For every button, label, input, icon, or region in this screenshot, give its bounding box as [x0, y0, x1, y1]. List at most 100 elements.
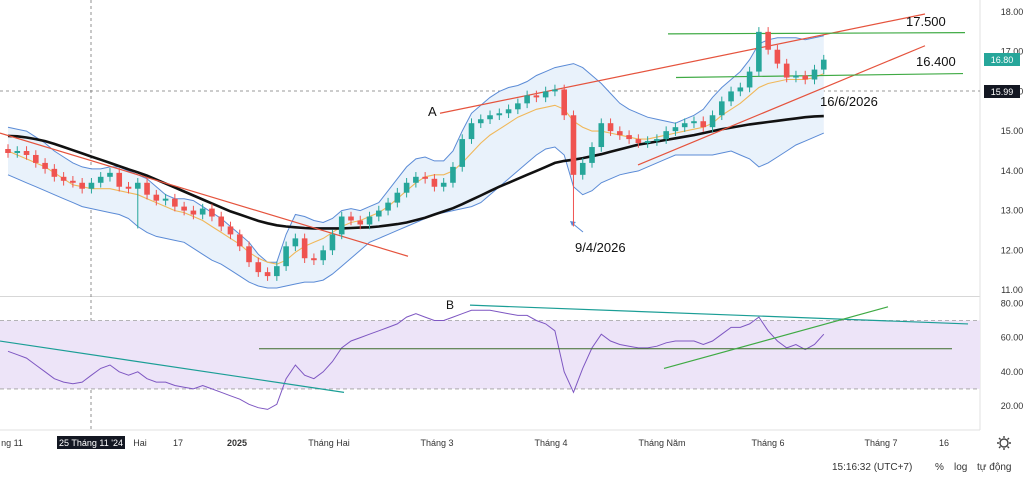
candle-body — [561, 89, 567, 116]
rsi-line — [7, 309, 825, 410]
candle-body — [756, 31, 762, 72]
candle — [236, 229, 243, 252]
candle — [765, 27, 771, 55]
time-tick-label: Tháng 4 — [534, 438, 567, 448]
candle — [23, 146, 30, 160]
time-tick-label: ng 11 — [1, 438, 23, 448]
candle-body — [802, 75, 809, 80]
percent-scale-toggle[interactable]: % — [935, 462, 944, 473]
candle — [190, 205, 197, 220]
candle — [33, 150, 39, 168]
candle-body — [14, 151, 21, 153]
candle — [162, 193, 169, 206]
candle — [70, 176, 76, 188]
candle-body — [515, 103, 521, 110]
candle — [357, 215, 364, 230]
candle — [552, 84, 558, 97]
candle — [654, 134, 660, 146]
candle-body — [385, 202, 391, 211]
resistance-label: 17.500 — [906, 14, 946, 29]
channel-label-b: B — [446, 298, 454, 312]
candle-body — [681, 123, 688, 128]
candle-body — [403, 182, 410, 193]
candle — [718, 96, 725, 121]
time-tick-label: Tháng Hai — [308, 438, 350, 448]
time-tick-label: Tháng 7 — [864, 438, 897, 448]
panel-divider — [0, 296, 980, 297]
candle — [756, 27, 762, 77]
candle-body — [663, 131, 669, 140]
candle — [644, 136, 651, 148]
candle-body — [783, 63, 790, 78]
candle-body — [236, 234, 243, 247]
candle — [403, 178, 410, 198]
time-tick-label: 2025 — [227, 438, 247, 448]
candle — [542, 86, 549, 103]
candle-body — [477, 119, 484, 124]
support-label: 16.400 — [916, 54, 956, 69]
candle-body — [33, 154, 39, 163]
candle — [579, 158, 586, 180]
candle-body — [654, 139, 660, 142]
candle — [199, 203, 206, 220]
resistance-line — [667, 32, 966, 35]
candle-body — [552, 89, 558, 92]
candle-body — [79, 182, 85, 189]
candle — [413, 172, 419, 188]
candle — [793, 70, 799, 83]
crosshair-price-tag — [984, 85, 1020, 98]
candle-body — [348, 216, 354, 221]
candle-body — [190, 210, 197, 215]
gear-icon[interactable] — [997, 436, 1011, 450]
candle — [274, 261, 280, 281]
candle-body — [51, 168, 58, 177]
candle — [51, 164, 58, 182]
candle — [746, 66, 753, 93]
log-scale-toggle[interactable]: log — [954, 462, 968, 473]
candle — [487, 110, 493, 124]
candle — [617, 126, 623, 140]
current-price-tag — [984, 53, 1020, 66]
candle — [663, 126, 669, 144]
clock-readout: 15:16:32 (UTC+7) — [832, 462, 913, 473]
time-tick-label: 16 — [939, 438, 949, 448]
candle — [329, 229, 336, 256]
candle — [264, 267, 271, 281]
candle — [60, 172, 67, 186]
candle — [320, 245, 326, 265]
candle-body — [459, 139, 466, 167]
auto-scale-toggle[interactable]: tự động — [977, 462, 1012, 473]
candle-body — [23, 151, 30, 155]
candle-body — [292, 238, 299, 247]
candle-body — [274, 266, 280, 277]
price-tick-label: 14.00 — [1001, 166, 1024, 176]
candle-body — [107, 172, 113, 177]
candle — [218, 211, 225, 232]
candle-body — [97, 176, 104, 183]
candle-body — [672, 127, 679, 132]
candle-body — [413, 176, 419, 183]
candle-body — [820, 59, 827, 70]
candle — [376, 205, 382, 222]
candle-body — [376, 210, 382, 217]
trendline-channel-lower — [637, 45, 926, 166]
candle-body — [153, 194, 160, 201]
candle-body — [283, 246, 289, 267]
candle — [431, 174, 438, 192]
price-tick-label: 17.00 — [1001, 47, 1024, 57]
candle — [5, 144, 11, 158]
candle — [338, 211, 345, 240]
time-tick-label: 17 — [173, 438, 183, 448]
current-price-text: 16.80 — [991, 55, 1014, 65]
candle-body — [598, 123, 605, 148]
candle-body — [607, 123, 614, 132]
candle — [79, 178, 85, 194]
candle — [422, 172, 428, 184]
bollinger-upper — [7, 35, 824, 263]
crosshair-date-tag — [57, 436, 125, 449]
candle — [635, 134, 642, 148]
candle — [802, 70, 809, 85]
rsi-trend-upper — [469, 304, 969, 325]
candle-body — [199, 208, 206, 215]
